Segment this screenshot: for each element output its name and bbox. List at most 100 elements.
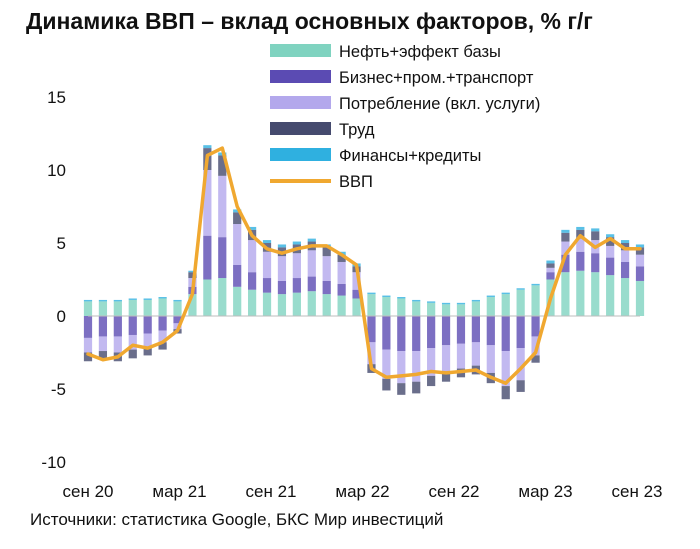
- bar-2021-07-s0: [248, 289, 257, 316]
- bar-2020-10-s2: [113, 336, 122, 353]
- bar-2021-12-s2: [322, 256, 331, 281]
- legend-swatch: [270, 96, 331, 109]
- bar-2023-01-s0: [516, 289, 525, 316]
- bar-2022-01-s3: [337, 254, 346, 262]
- bar-2022-08-s0: [441, 304, 451, 316]
- bar-2023-06-s0: [591, 272, 600, 316]
- bar-2023-05-s0: [576, 270, 585, 316]
- bar-2023-02-s0: [531, 285, 540, 316]
- bar-2023-04-s3: [561, 232, 570, 242]
- bar-2021-03-s0: [188, 294, 197, 316]
- bar-2021-12-s1: [322, 280, 331, 295]
- bar-2022-06-s2: [412, 351, 421, 382]
- bar-2023-09-s3: [635, 247, 645, 255]
- bar-2021-11-s1: [307, 276, 316, 292]
- bar-2023-05-s1: [576, 251, 585, 271]
- bar-2022-10-s4: [471, 299, 480, 302]
- bar-2023-03-s3: [546, 263, 555, 268]
- bar-2021-05-s0: [218, 278, 227, 316]
- y-tick-label: 0: [57, 307, 66, 326]
- bar-2022-07-s3: [427, 375, 436, 387]
- bar-2020-10-s0: [113, 301, 122, 316]
- bar-2022-06-s4: [412, 299, 421, 302]
- bar-2022-04-s0: [382, 297, 391, 316]
- bar-2020-09-s3: [98, 351, 108, 360]
- bar-2021-05-s3: [218, 155, 227, 176]
- legend-swatch: [270, 44, 331, 57]
- bar-2022-01-s1: [337, 283, 346, 296]
- bar-2023-04-s0: [561, 272, 570, 316]
- bar-2021-01-s1: [158, 316, 167, 331]
- legend-swatch: [270, 70, 331, 83]
- bar-2021-06-s0: [233, 286, 242, 316]
- page-title: Динамика ВВП – вклад основных факторов, …: [26, 8, 593, 34]
- bar-2021-07-s2: [248, 240, 257, 273]
- bar-2021-03-s3: [188, 272, 197, 279]
- legend-label: Труд: [339, 121, 375, 139]
- bar-2022-10-s0: [471, 301, 480, 316]
- bar-2021-05-s1: [218, 237, 227, 279]
- bar-2022-10-s1: [471, 316, 480, 343]
- bar-2023-04-s4: [561, 229, 570, 233]
- bar-2020-10-s1: [113, 316, 122, 337]
- bar-2023-02-s4: [531, 283, 540, 286]
- bar-2023-03-s2: [546, 267, 555, 273]
- x-tick-label: сен 23: [612, 482, 663, 501]
- bar-2021-07-s1: [248, 272, 257, 290]
- bar-2021-04-s1: [203, 235, 212, 280]
- bar-2023-07-s3: [606, 237, 615, 246]
- bar-2023-09-s1: [635, 266, 645, 281]
- bar-2021-04-s0: [203, 279, 212, 316]
- bar-2021-06-s1: [233, 264, 242, 287]
- bar-2022-01-s2: [337, 261, 346, 284]
- bar-2023-07-s2: [606, 245, 615, 258]
- gdp-line-layer: [86, 146, 642, 385]
- bar-2022-04-s1: [382, 316, 391, 350]
- bar-2020-08-s2: [83, 337, 93, 353]
- bar-2023-08-s0: [620, 278, 630, 316]
- bar-2021-02-s1: [173, 316, 182, 324]
- x-tick-label: сен 21: [246, 482, 297, 501]
- bar-2022-07-s1: [427, 316, 436, 349]
- bar-2021-10-s0: [292, 292, 301, 316]
- bar-2022-02-s1: [352, 289, 361, 299]
- bar-2022-03-s4: [367, 292, 376, 295]
- bar-2023-02-s3: [531, 355, 540, 363]
- bar-2022-04-s2: [382, 349, 391, 379]
- bar-2021-01-s4: [158, 297, 167, 299]
- bar-2021-03-s4: [188, 270, 197, 273]
- bar-2023-07-s0: [606, 275, 615, 316]
- bar-2022-05-s4: [397, 297, 406, 299]
- bar-2023-03-s1: [546, 272, 555, 280]
- bar-2021-11-s4: [307, 238, 316, 242]
- bar-2022-05-s0: [397, 298, 406, 316]
- x-tick-label: мар 22: [335, 482, 389, 501]
- bar-2021-04-s4: [203, 145, 212, 149]
- legend-label: Финансы+кредиты: [339, 147, 481, 165]
- bar-2023-09-s2: [635, 254, 645, 267]
- bar-2023-06-s3: [591, 231, 600, 241]
- bar-2023-03-s4: [546, 260, 555, 264]
- x-tick-label: сен 20: [63, 482, 114, 501]
- bar-2020-08-s3: [83, 352, 93, 362]
- bar-2021-11-s2: [307, 250, 316, 277]
- bar-2020-11-s4: [128, 298, 137, 300]
- bar-2020-12-s4: [143, 298, 152, 300]
- bar-2023-08-s2: [620, 250, 630, 262]
- bar-2020-12-s1: [143, 316, 152, 334]
- bar-2022-03-s2: [367, 342, 376, 365]
- bar-2023-01-s4: [516, 288, 525, 290]
- bar-2022-02-s0: [352, 298, 361, 316]
- bar-2023-07-s1: [606, 257, 615, 276]
- bar-2022-04-s3: [382, 378, 391, 391]
- bar-2022-12-s4: [501, 292, 510, 295]
- bar-2022-11-s2: [486, 345, 495, 373]
- bar-2022-05-s2: [397, 351, 406, 384]
- bar-2021-10-s2: [292, 253, 301, 279]
- bar-2022-09-s4: [456, 302, 466, 305]
- bar-2021-09-s4: [277, 244, 287, 248]
- bar-2022-07-s2: [427, 348, 436, 376]
- bar-2022-01-s0: [337, 295, 346, 316]
- bar-2020-11-s2: [128, 334, 137, 350]
